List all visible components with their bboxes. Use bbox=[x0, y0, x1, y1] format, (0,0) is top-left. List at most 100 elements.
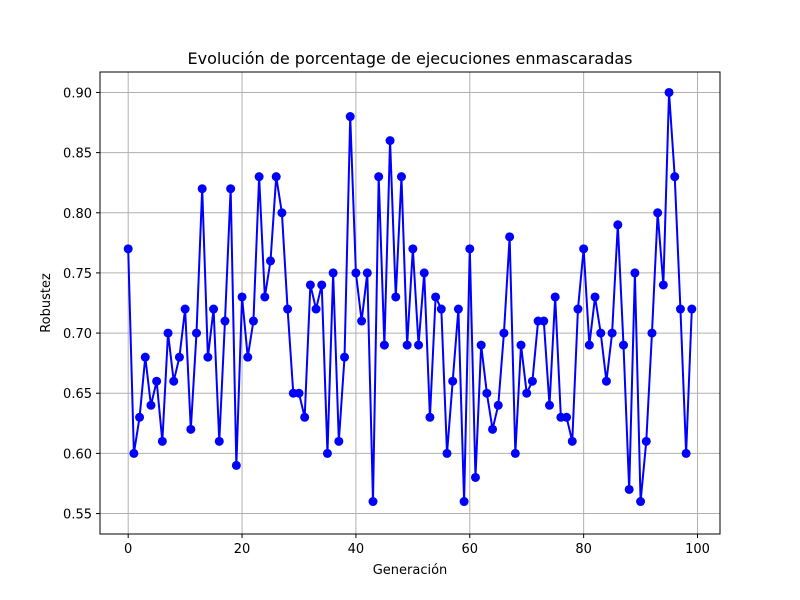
data-point bbox=[681, 448, 691, 458]
data-point bbox=[357, 316, 367, 326]
data-point bbox=[300, 412, 310, 422]
data-point bbox=[516, 340, 526, 350]
data-point bbox=[653, 208, 663, 218]
data-point bbox=[670, 172, 680, 182]
x-tick-label: 100 bbox=[685, 542, 710, 557]
y-tick-label: 0.55 bbox=[63, 508, 92, 523]
data-point bbox=[425, 412, 435, 422]
data-point bbox=[459, 497, 469, 507]
data-point bbox=[368, 497, 378, 507]
data-point bbox=[601, 376, 611, 386]
data-point bbox=[169, 376, 179, 386]
y-axis-label: Robustez bbox=[39, 273, 54, 333]
data-point bbox=[385, 136, 395, 146]
data-point bbox=[396, 172, 406, 182]
data-point bbox=[453, 304, 463, 314]
data-point bbox=[146, 400, 156, 410]
data-point bbox=[624, 484, 634, 494]
x-axis: 0 20 40 60 80 100 bbox=[124, 534, 710, 557]
data-point bbox=[476, 340, 486, 350]
data-point bbox=[562, 412, 572, 422]
data-point bbox=[254, 172, 264, 182]
y-axis: 0.55 0.60 0.65 0.70 0.75 0.80 0.85 0.90 bbox=[63, 86, 100, 523]
data-point bbox=[470, 472, 480, 482]
data-point bbox=[266, 256, 276, 266]
data-point bbox=[641, 436, 651, 446]
data-point bbox=[362, 268, 372, 278]
data-point bbox=[675, 304, 685, 314]
data-point bbox=[243, 352, 253, 362]
data-point bbox=[613, 220, 623, 230]
data-point bbox=[226, 184, 236, 194]
series-line bbox=[127, 91, 693, 503]
data-point bbox=[231, 460, 241, 470]
data-point bbox=[493, 400, 503, 410]
data-point bbox=[180, 304, 190, 314]
data-point bbox=[482, 388, 492, 398]
data-point bbox=[488, 424, 498, 434]
data-point bbox=[283, 304, 293, 314]
data-point bbox=[334, 436, 344, 446]
data-point bbox=[636, 497, 646, 507]
data-point bbox=[579, 244, 589, 254]
x-tick-label: 80 bbox=[575, 542, 592, 557]
data-point bbox=[391, 292, 401, 302]
data-point bbox=[374, 172, 384, 182]
data-point bbox=[305, 280, 315, 290]
chart-title: Evolución de porcentage de ejecuciones e… bbox=[188, 49, 633, 68]
data-point bbox=[607, 328, 617, 338]
x-axis-label: Generación bbox=[373, 563, 448, 578]
data-point bbox=[152, 376, 162, 386]
data-point bbox=[419, 268, 429, 278]
data-point bbox=[658, 280, 668, 290]
data-point bbox=[311, 304, 321, 314]
data-point bbox=[522, 388, 532, 398]
y-tick-label: 0.75 bbox=[63, 267, 92, 282]
data-point bbox=[237, 292, 247, 302]
data-point bbox=[157, 436, 167, 446]
x-tick-label: 0 bbox=[124, 542, 132, 557]
data-point bbox=[340, 352, 350, 362]
data-point bbox=[414, 340, 424, 350]
data-point bbox=[544, 400, 554, 410]
data-point bbox=[442, 448, 452, 458]
data-point bbox=[260, 292, 270, 302]
data-point bbox=[351, 268, 361, 278]
y-tick-label: 0.85 bbox=[63, 147, 92, 162]
data-point bbox=[584, 340, 594, 350]
data-point bbox=[527, 376, 537, 386]
grid-lines bbox=[100, 72, 720, 534]
data-point bbox=[197, 184, 207, 194]
data-point bbox=[163, 328, 173, 338]
data-point bbox=[499, 328, 509, 338]
data-point bbox=[174, 352, 184, 362]
data-point bbox=[248, 316, 258, 326]
x-tick-label: 20 bbox=[234, 542, 251, 557]
data-point bbox=[192, 328, 201, 338]
data-point bbox=[431, 292, 441, 302]
data-point bbox=[277, 208, 287, 218]
data-point bbox=[379, 340, 389, 350]
plot-frame bbox=[99, 71, 721, 535]
y-tick-label: 0.65 bbox=[63, 387, 92, 402]
data-point bbox=[630, 268, 640, 278]
data-point bbox=[590, 292, 600, 302]
data-point bbox=[140, 352, 150, 362]
data-point bbox=[448, 376, 458, 386]
data-point bbox=[619, 340, 628, 350]
data-point bbox=[214, 436, 224, 446]
data-point bbox=[465, 244, 475, 254]
data-point bbox=[345, 112, 355, 122]
data-point bbox=[220, 316, 230, 326]
data-point bbox=[687, 304, 697, 314]
x-tick-label: 40 bbox=[348, 542, 365, 557]
data-point bbox=[596, 328, 606, 338]
data-point bbox=[567, 436, 577, 446]
y-tick-label: 0.60 bbox=[63, 447, 92, 462]
data-point bbox=[209, 304, 219, 314]
data-point bbox=[271, 172, 281, 182]
data-point bbox=[510, 448, 520, 458]
data-point bbox=[317, 280, 327, 290]
